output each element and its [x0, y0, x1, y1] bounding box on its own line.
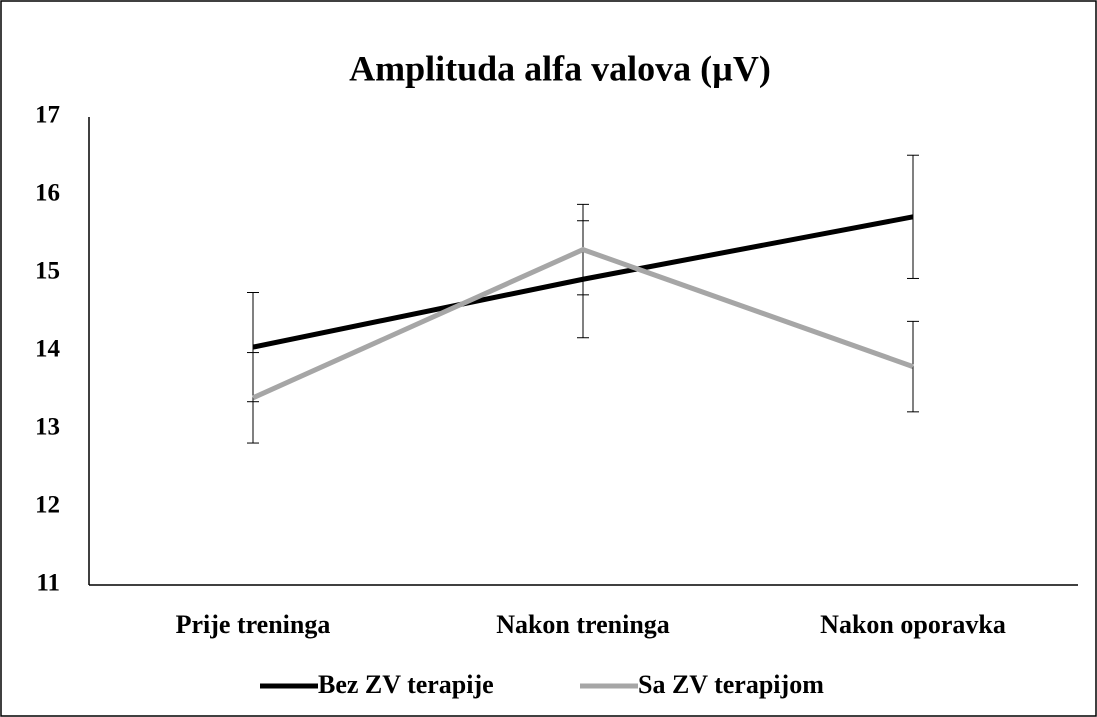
y-tick-label: 12 [35, 492, 60, 519]
chart-title: Amplituda alfa valova (µV) [349, 48, 771, 88]
y-tick-label: 17 [35, 102, 60, 129]
y-tick-label: 14 [35, 336, 61, 363]
x-tick-label: Nakon treninga [496, 610, 670, 639]
y-tick-label: 16 [35, 180, 60, 207]
legend-label: Sa ZV terapijom [638, 670, 824, 699]
x-tick-label: Nakon oporavka [820, 610, 1006, 639]
series-line [252, 214, 914, 350]
legend-label: Bez ZV terapije [318, 670, 494, 699]
y-tick-label: 11 [36, 570, 60, 597]
series-line [251, 246, 914, 401]
y-tick-label: 15 [35, 258, 60, 285]
x-tick-label: Prije treninga [176, 610, 331, 639]
y-tick-label: 13 [35, 414, 60, 441]
